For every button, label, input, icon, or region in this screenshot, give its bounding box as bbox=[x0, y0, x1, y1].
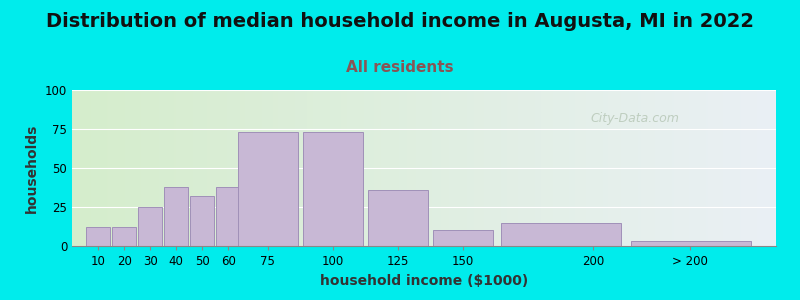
Bar bbox=[138, 207, 162, 246]
Bar bbox=[501, 223, 621, 246]
Bar bbox=[112, 227, 136, 246]
Bar bbox=[164, 187, 188, 246]
Bar bbox=[368, 190, 428, 246]
Bar bbox=[217, 187, 241, 246]
Bar bbox=[433, 230, 493, 246]
Y-axis label: households: households bbox=[26, 123, 39, 213]
X-axis label: household income ($1000): household income ($1000) bbox=[320, 274, 528, 288]
Bar bbox=[238, 132, 298, 246]
Text: City-Data.com: City-Data.com bbox=[590, 112, 680, 124]
Text: All residents: All residents bbox=[346, 60, 454, 75]
Bar bbox=[631, 241, 751, 246]
Bar bbox=[302, 132, 362, 246]
Bar bbox=[86, 227, 110, 246]
Bar bbox=[190, 196, 214, 246]
Text: Distribution of median household income in Augusta, MI in 2022: Distribution of median household income … bbox=[46, 12, 754, 31]
